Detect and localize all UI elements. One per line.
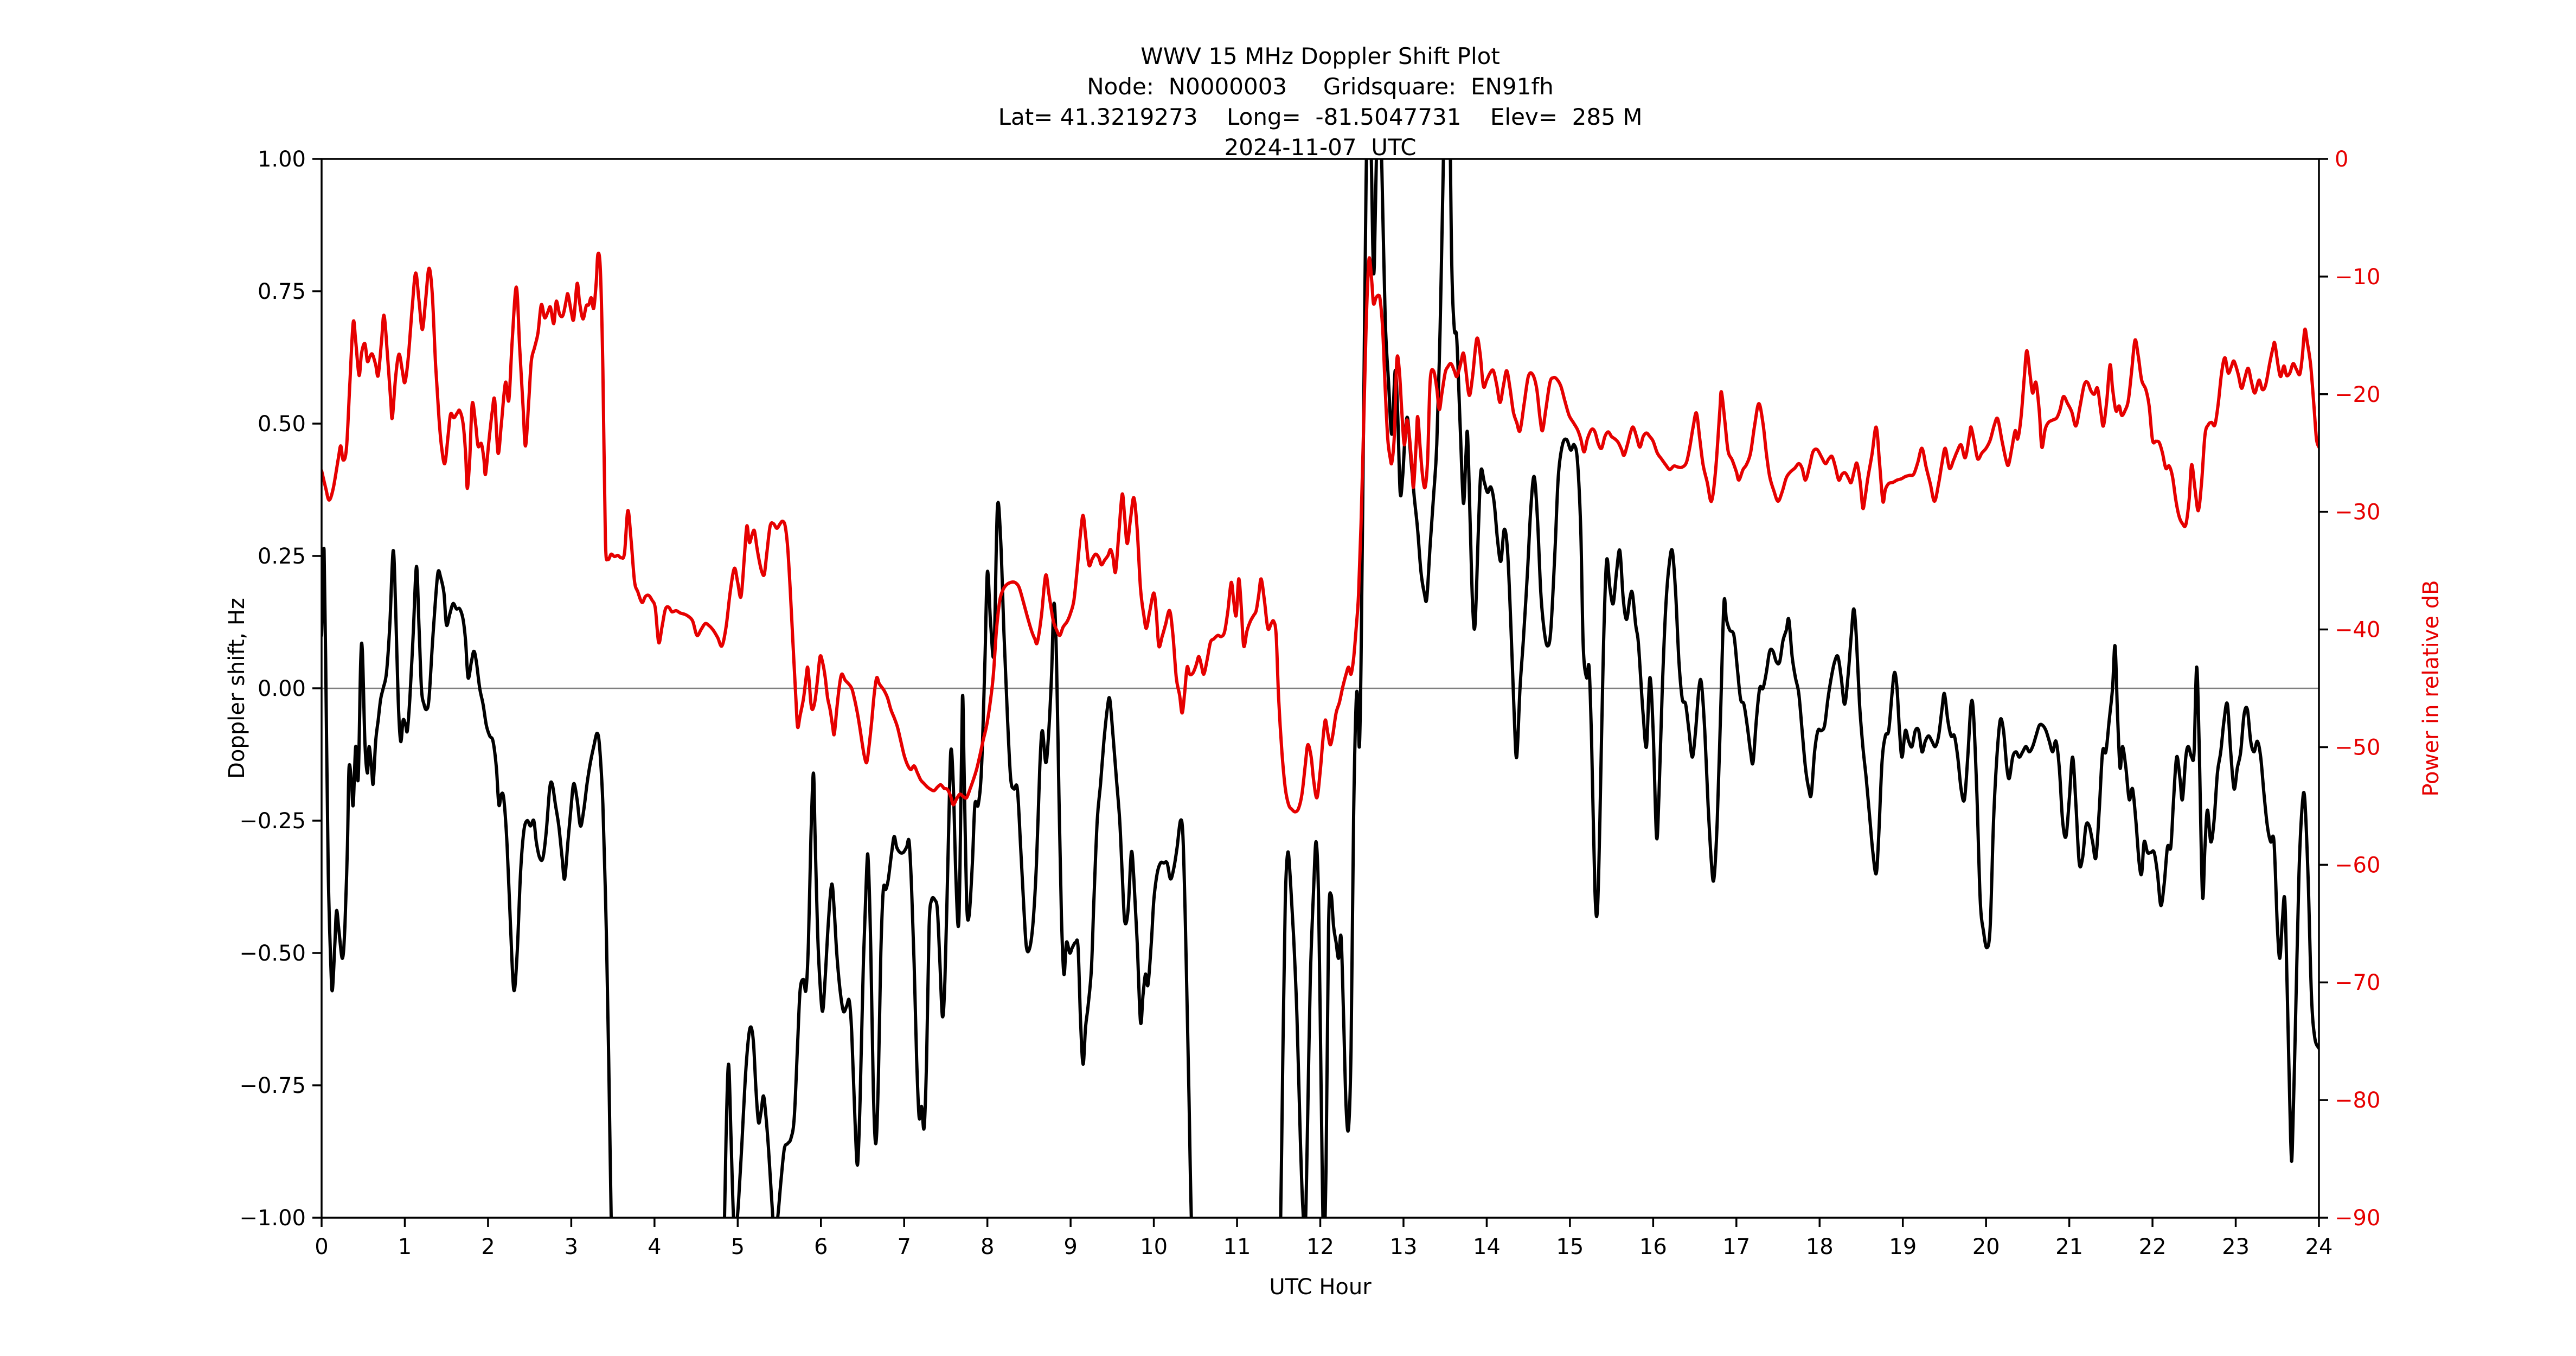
svg-text:9: 9 — [1063, 1235, 1077, 1259]
svg-text:0.25: 0.25 — [258, 544, 306, 569]
svg-text:3: 3 — [565, 1235, 578, 1259]
svg-text:0.00: 0.00 — [258, 676, 306, 701]
svg-text:5: 5 — [731, 1235, 745, 1259]
chart-subtitle-lat-long-elev: Lat= 41.3219273 Long= -81.5047731 Elev= … — [998, 104, 1643, 130]
svg-text:19: 19 — [1889, 1235, 1917, 1259]
svg-text:8: 8 — [981, 1235, 994, 1259]
svg-text:22: 22 — [2139, 1235, 2167, 1259]
x-axis-label-utc-hour: UTC Hour — [1269, 1275, 1372, 1300]
svg-text:−20: −20 — [2335, 382, 2380, 407]
svg-text:−10: −10 — [2335, 265, 2380, 290]
svg-text:2: 2 — [481, 1235, 495, 1259]
svg-text:−30: −30 — [2335, 500, 2380, 525]
svg-text:−60: −60 — [2335, 853, 2380, 878]
y-left-tick-labels: 1.00 0.75 0.50 0.25 0.00 −0.25 −0.50 −0.75 −1.00 — [239, 147, 322, 1231]
svg-text:0: 0 — [315, 1235, 328, 1259]
doppler_shift_hz-line — [322, 159, 2319, 1218]
power_relative_db-line — [322, 251, 2319, 814]
chart-subtitle-node-gridsquare: Node: N0000003 Gridsquare: EN91fh — [1087, 73, 1554, 100]
svg-text:0.50: 0.50 — [258, 412, 306, 437]
title-block: WWV 15 MHz Doppler Shift Plot Node: N000… — [322, 41, 2319, 163]
svg-text:1.00: 1.00 — [258, 147, 306, 172]
svg-text:−0.25: −0.25 — [239, 809, 306, 834]
svg-text:−1.00: −1.00 — [239, 1206, 306, 1231]
y-right-tick-labels: 0 −10 −20 −30 −40 −50 −60 −70 −80 −90 — [2319, 147, 2380, 1231]
svg-text:16: 16 — [1639, 1235, 1667, 1259]
svg-text:20: 20 — [1972, 1235, 2000, 1259]
svg-text:12: 12 — [1306, 1235, 1334, 1259]
svg-text:11: 11 — [1223, 1235, 1251, 1259]
svg-text:4: 4 — [648, 1235, 661, 1259]
svg-text:−0.75: −0.75 — [239, 1073, 306, 1098]
series-group — [322, 159, 2319, 1218]
chart-title: WWV 15 MHz Doppler Shift Plot — [1140, 43, 1500, 69]
svg-text:14: 14 — [1473, 1235, 1501, 1259]
svg-text:−70: −70 — [2335, 970, 2380, 995]
chart-subtitle-date: 2024-11-07 UTC — [1224, 134, 1417, 161]
svg-text:13: 13 — [1390, 1235, 1418, 1259]
x-tick-labels: 0 1 2 3 4 5 6 7 8 9 10 11 12 13 14 15 16 17 18 19 20 21 22 23 24 — [315, 1218, 2333, 1259]
svg-text:0.75: 0.75 — [258, 279, 306, 304]
svg-text:10: 10 — [1140, 1235, 1168, 1259]
svg-text:7: 7 — [897, 1235, 911, 1259]
y-axis-label-power: Power in relative dB — [2419, 580, 2444, 797]
svg-text:23: 23 — [2222, 1235, 2250, 1259]
svg-text:−40: −40 — [2335, 618, 2380, 643]
svg-text:6: 6 — [814, 1235, 828, 1259]
svg-text:−0.50: −0.50 — [239, 941, 306, 966]
svg-text:−80: −80 — [2335, 1088, 2380, 1113]
svg-text:21: 21 — [2055, 1235, 2083, 1259]
y-axis-label-doppler: Doppler shift, Hz — [225, 598, 249, 779]
svg-text:−90: −90 — [2335, 1206, 2380, 1231]
svg-text:0: 0 — [2335, 147, 2348, 172]
svg-text:15: 15 — [1556, 1235, 1584, 1259]
svg-text:−50: −50 — [2335, 735, 2380, 760]
svg-text:1: 1 — [398, 1235, 412, 1259]
svg-text:17: 17 — [1722, 1235, 1750, 1259]
svg-text:24: 24 — [2305, 1235, 2333, 1259]
svg-text:18: 18 — [1806, 1235, 1834, 1259]
